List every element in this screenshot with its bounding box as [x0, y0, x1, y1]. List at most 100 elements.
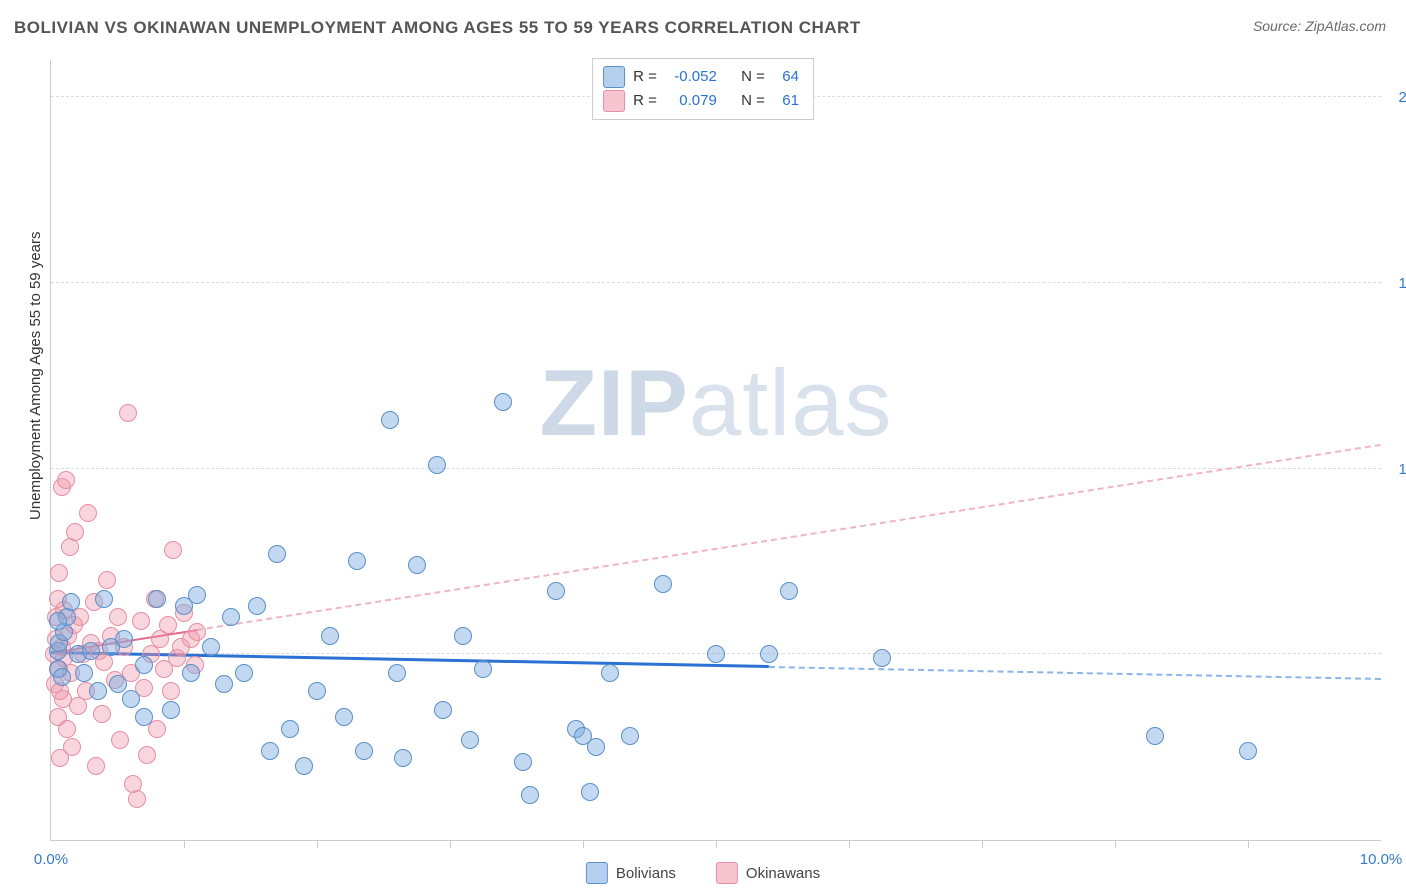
- data-point-bolivians: [261, 742, 279, 760]
- source-attribution: Source: ZipAtlas.com: [1253, 18, 1386, 34]
- data-point-okinawans: [128, 790, 146, 808]
- data-point-bolivians: [162, 701, 180, 719]
- trend-line: [769, 666, 1381, 680]
- y-tick-label: 15.0%: [1398, 275, 1406, 292]
- data-point-okinawans: [87, 757, 105, 775]
- category-legend: Bolivians Okinawans: [586, 862, 820, 884]
- swatch-okinawans-icon: [603, 90, 625, 112]
- stats-row-okinawans: R = 0.079 N = 61: [603, 89, 799, 113]
- data-point-okinawans: [63, 738, 81, 756]
- data-point-bolivians: [355, 742, 373, 760]
- data-point-okinawans: [138, 746, 156, 764]
- legend-label: Okinawans: [746, 865, 820, 882]
- data-point-bolivians: [587, 738, 605, 756]
- y-axis-label: Unemployment Among Ages 55 to 59 years: [27, 231, 44, 520]
- legend-label: Bolivians: [616, 865, 676, 882]
- data-point-bolivians: [521, 786, 539, 804]
- data-point-okinawans: [159, 616, 177, 634]
- y-tick-label: 10.0%: [1398, 461, 1406, 478]
- swatch-okinawans-icon: [716, 862, 738, 884]
- gridline: [51, 468, 1381, 469]
- data-point-bolivians: [474, 660, 492, 678]
- r-value: 0.079: [665, 89, 717, 113]
- data-point-okinawans: [119, 404, 137, 422]
- x-tick: [1115, 840, 1116, 848]
- x-tick: [317, 840, 318, 848]
- n-label: N =: [741, 89, 765, 113]
- data-point-bolivians: [53, 668, 71, 686]
- data-point-bolivians: [707, 645, 725, 663]
- data-point-bolivians: [122, 690, 140, 708]
- r-value: -0.052: [665, 65, 717, 89]
- data-point-bolivians: [654, 575, 672, 593]
- data-point-bolivians: [268, 545, 286, 563]
- r-label: R =: [633, 65, 657, 89]
- data-point-bolivians: [188, 586, 206, 604]
- data-point-bolivians: [89, 682, 107, 700]
- data-point-bolivians: [873, 649, 891, 667]
- data-point-bolivians: [75, 664, 93, 682]
- data-point-okinawans: [58, 720, 76, 738]
- x-tick: [583, 840, 584, 848]
- stats-legend: R = -0.052 N = 64 R = 0.079 N = 61: [592, 58, 814, 120]
- data-point-okinawans: [50, 564, 68, 582]
- data-point-bolivians: [514, 753, 532, 771]
- data-point-bolivians: [109, 675, 127, 693]
- x-tick-label: 0.0%: [34, 851, 68, 868]
- n-value: 61: [773, 89, 799, 113]
- data-point-bolivians: [408, 556, 426, 574]
- data-point-bolivians: [494, 393, 512, 411]
- data-point-bolivians: [348, 552, 366, 570]
- data-point-okinawans: [164, 541, 182, 559]
- data-point-bolivians: [235, 664, 253, 682]
- data-point-bolivians: [1146, 727, 1164, 745]
- data-point-okinawans: [57, 471, 75, 489]
- x-tick-label: 10.0%: [1360, 851, 1403, 868]
- data-point-bolivians: [581, 783, 599, 801]
- data-point-bolivians: [388, 664, 406, 682]
- x-tick: [1248, 840, 1249, 848]
- legend-item-bolivians: Bolivians: [586, 862, 676, 884]
- data-point-bolivians: [381, 411, 399, 429]
- data-point-bolivians: [601, 664, 619, 682]
- data-point-bolivians: [62, 593, 80, 611]
- data-point-okinawans: [93, 705, 111, 723]
- data-point-okinawans: [188, 623, 206, 641]
- data-point-bolivians: [428, 456, 446, 474]
- data-point-bolivians: [148, 590, 166, 608]
- data-point-bolivians: [295, 757, 313, 775]
- n-value: 64: [773, 65, 799, 89]
- data-point-bolivians: [215, 675, 233, 693]
- x-tick: [184, 840, 185, 848]
- data-point-okinawans: [79, 504, 97, 522]
- data-point-bolivians: [248, 597, 266, 615]
- y-tick-label: 20.0%: [1398, 89, 1406, 106]
- data-point-bolivians: [115, 630, 133, 648]
- data-point-bolivians: [182, 664, 200, 682]
- data-point-bolivians: [780, 582, 798, 600]
- stats-row-bolivians: R = -0.052 N = 64: [603, 65, 799, 89]
- x-tick: [982, 840, 983, 848]
- x-tick: [716, 840, 717, 848]
- data-point-okinawans: [66, 523, 84, 541]
- scatter-chart: Unemployment Among Ages 55 to 59 years Z…: [50, 60, 1381, 841]
- swatch-bolivians-icon: [603, 66, 625, 88]
- swatch-bolivians-icon: [586, 862, 608, 884]
- data-point-okinawans: [109, 608, 127, 626]
- data-point-okinawans: [111, 731, 129, 749]
- legend-item-okinawans: Okinawans: [716, 862, 820, 884]
- data-point-bolivians: [321, 627, 339, 645]
- data-point-bolivians: [135, 708, 153, 726]
- data-point-bolivians: [1239, 742, 1257, 760]
- chart-title: BOLIVIAN VS OKINAWAN UNEMPLOYMENT AMONG …: [14, 18, 861, 38]
- data-point-bolivians: [135, 656, 153, 674]
- data-point-bolivians: [281, 720, 299, 738]
- data-point-bolivians: [434, 701, 452, 719]
- data-point-bolivians: [308, 682, 326, 700]
- data-point-bolivians: [760, 645, 778, 663]
- x-tick: [450, 840, 451, 848]
- data-point-bolivians: [547, 582, 565, 600]
- data-point-bolivians: [621, 727, 639, 745]
- gridline: [51, 282, 1381, 283]
- data-point-bolivians: [394, 749, 412, 767]
